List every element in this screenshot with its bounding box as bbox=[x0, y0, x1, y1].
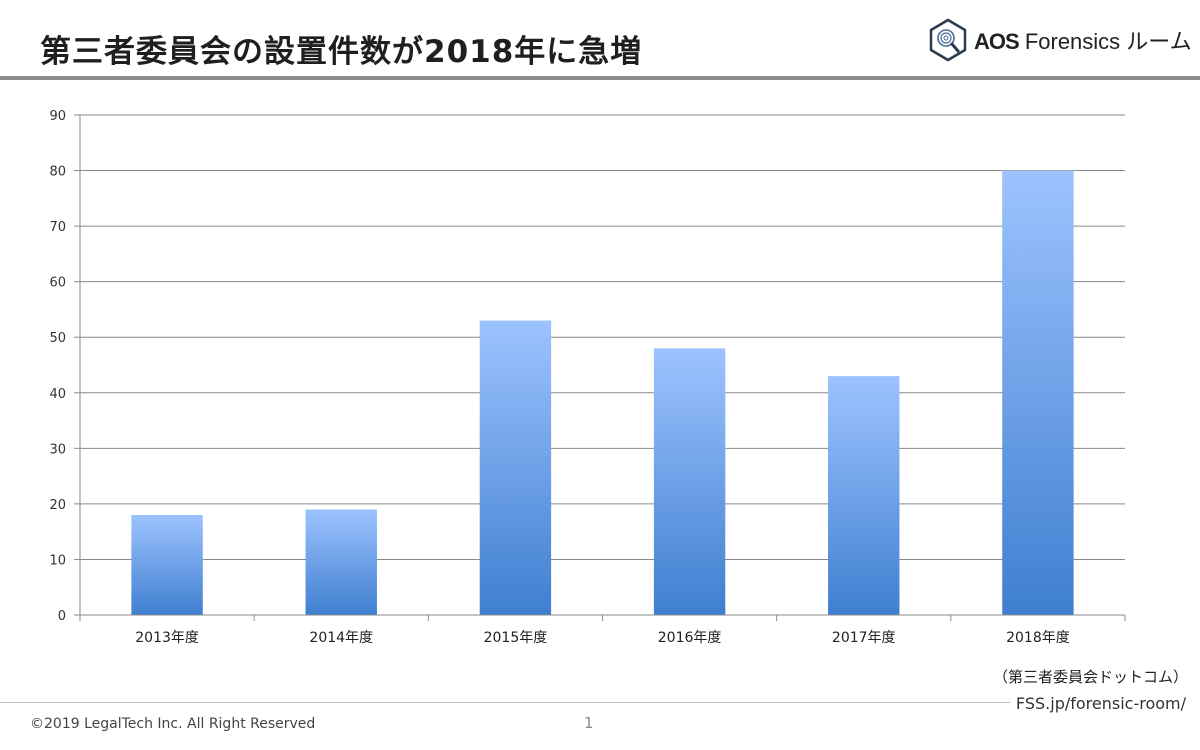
y-tick-label: 40 bbox=[49, 387, 66, 402]
y-tick-label: 90 bbox=[49, 109, 66, 124]
y-tick-label: 10 bbox=[49, 553, 66, 568]
page-number: 1 bbox=[584, 714, 594, 732]
y-tick-label: 60 bbox=[49, 276, 66, 291]
x-tick-label: 2018年度 bbox=[1006, 630, 1070, 646]
x-tick-label: 2017年度 bbox=[832, 630, 896, 646]
bar-chart: 0 10 20 30 40 50 60 70 80 90 2013年度 2014年度 2015年度 201… bbox=[49, 109, 1126, 646]
logo-product: Forensics ルーム bbox=[1024, 29, 1192, 54]
brand-logo: AOS Forensics ルーム bbox=[928, 18, 1192, 62]
y-tick-label: 50 bbox=[49, 331, 66, 346]
y-tick-label: 20 bbox=[49, 498, 66, 513]
y-tick-label: 0 bbox=[58, 609, 66, 624]
logo-text: AOS Forensics ルーム bbox=[974, 24, 1192, 56]
footer-divider bbox=[0, 702, 1010, 703]
site-url: FSS.jp/forensic-room/ bbox=[1015, 694, 1186, 713]
copyright-text: ©2019 LegalTech Inc. All Right Reserved bbox=[30, 716, 316, 732]
source-note: （第三者委員会ドットコム） bbox=[992, 668, 1188, 686]
y-tick-label: 30 bbox=[49, 442, 66, 457]
page-title: 第三者委員会の設置件数が2018年に急増 bbox=[40, 34, 643, 70]
logo-brand: AOS bbox=[974, 29, 1020, 54]
bar bbox=[305, 509, 377, 615]
x-tick-label: 2014年度 bbox=[309, 630, 373, 646]
y-tick-label: 70 bbox=[49, 220, 66, 235]
bar bbox=[131, 515, 203, 615]
x-tick-label: 2016年度 bbox=[658, 630, 722, 646]
bar bbox=[479, 320, 552, 615]
bar bbox=[828, 376, 900, 615]
x-tick-label: 2013年度 bbox=[135, 630, 199, 646]
x-tick-label: 2015年度 bbox=[484, 630, 548, 646]
bar bbox=[653, 348, 726, 615]
bar bbox=[1002, 170, 1074, 616]
title-divider bbox=[0, 76, 1200, 80]
y-tick-label: 80 bbox=[49, 165, 66, 180]
fingerprint-magnifier-icon bbox=[929, 18, 967, 62]
